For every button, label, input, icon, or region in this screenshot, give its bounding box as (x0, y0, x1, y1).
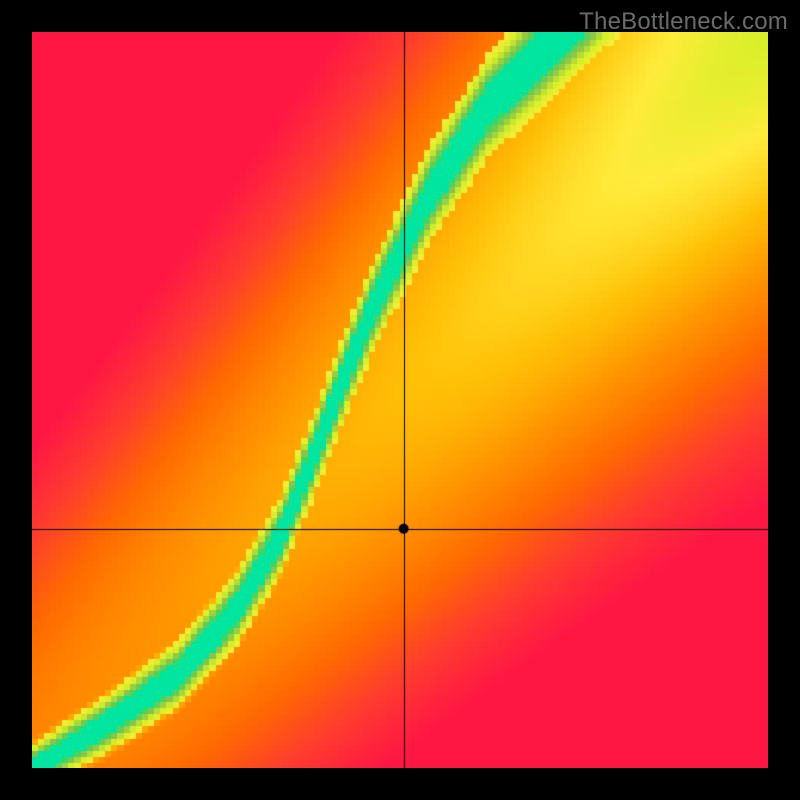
heatmap-canvas (32, 32, 768, 768)
watermark-text: TheBottleneck.com (579, 8, 788, 36)
chart-container: TheBottleneck.com (0, 0, 800, 800)
